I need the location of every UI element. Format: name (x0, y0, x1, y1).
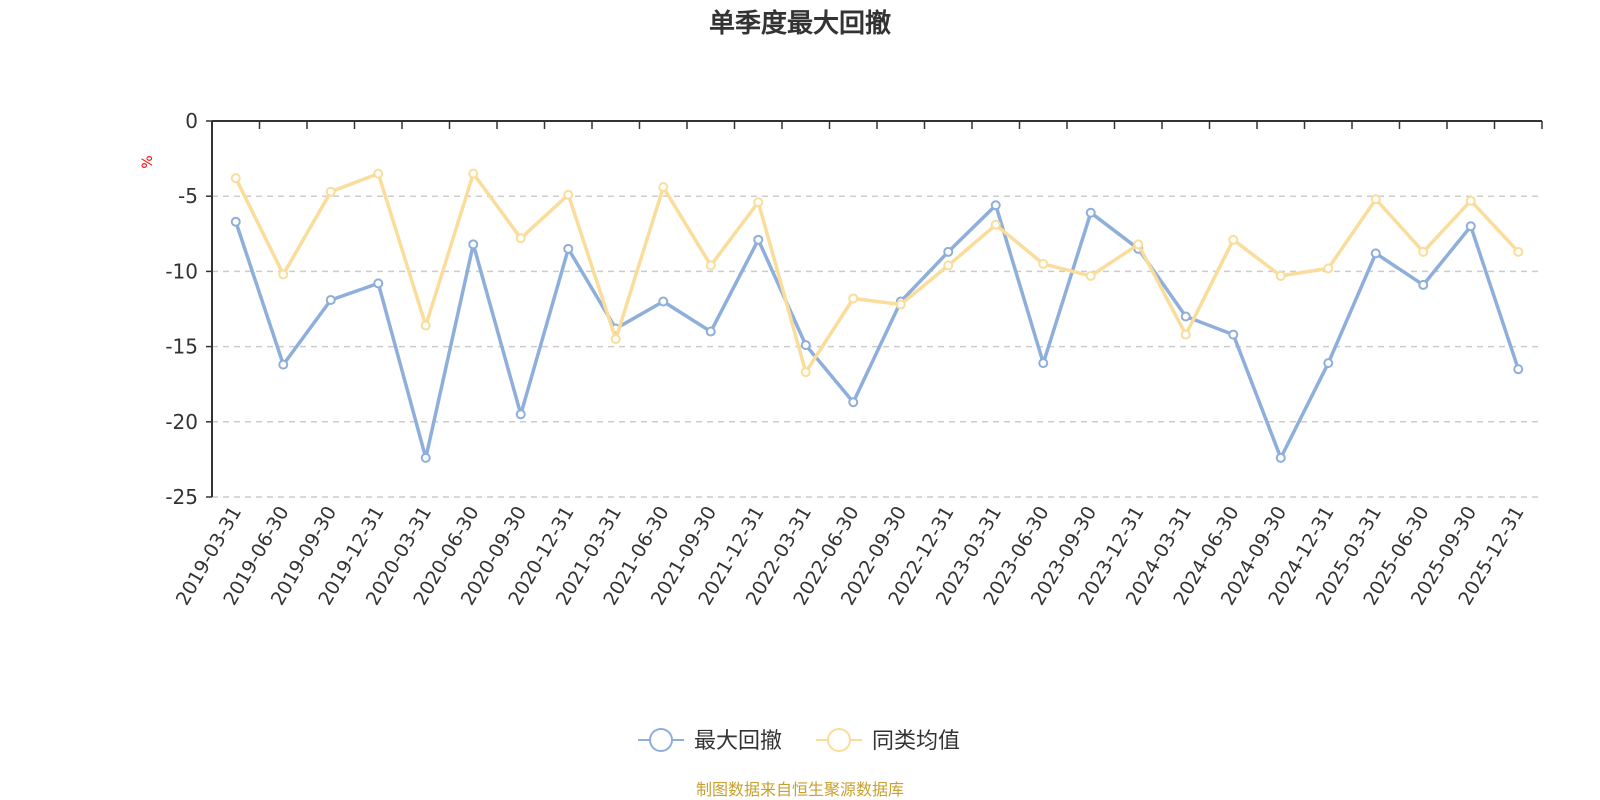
data-point[interactable] (325, 294, 336, 305)
data-point[interactable] (848, 397, 859, 408)
data-point[interactable] (1465, 221, 1476, 232)
data-point[interactable] (943, 246, 954, 257)
y-tick-label: -5 (178, 184, 198, 208)
data-point[interactable] (563, 243, 574, 254)
data-point[interactable] (658, 296, 669, 307)
data-point[interactable] (990, 219, 1001, 230)
legend-item-0[interactable]: 最大回撤 (638, 728, 782, 754)
data-point[interactable] (1513, 246, 1524, 257)
data-point[interactable] (1465, 195, 1476, 206)
data-point[interactable] (230, 173, 241, 184)
data-point[interactable] (1275, 452, 1286, 463)
legend-label: 最大回撤 (694, 729, 782, 754)
data-point[interactable] (325, 186, 336, 197)
grid-lines (212, 195, 1542, 498)
axes (206, 120, 1543, 498)
series-1 (230, 168, 1524, 378)
data-point[interactable] (1038, 358, 1049, 369)
series-layer (230, 168, 1524, 463)
data-point[interactable] (1323, 358, 1334, 369)
series-0 (230, 200, 1524, 463)
data-point[interactable] (515, 233, 526, 244)
data-point[interactable] (753, 197, 764, 208)
legend-item-1[interactable]: 同类均值 (816, 728, 960, 754)
data-point[interactable] (800, 340, 811, 351)
data-point[interactable] (1085, 207, 1096, 218)
chart-title: 单季度最大回撤 (709, 8, 891, 39)
data-point[interactable] (895, 299, 906, 310)
data-point[interactable] (1038, 258, 1049, 269)
data-point[interactable] (705, 260, 716, 271)
y-tick-labels: 0 -5 -10 -15 -20 -25 (165, 109, 198, 509)
data-point[interactable] (1370, 248, 1381, 259)
data-point[interactable] (468, 239, 479, 250)
data-point[interactable] (373, 168, 384, 179)
data-point[interactable] (1323, 263, 1334, 274)
legend-label: 同类均值 (872, 729, 960, 754)
y-tick-label: 0 (185, 109, 198, 133)
data-point[interactable] (278, 359, 289, 370)
data-point[interactable] (1228, 329, 1239, 340)
data-point[interactable] (230, 216, 241, 227)
data-point[interactable] (848, 293, 859, 304)
data-point[interactable] (420, 320, 431, 331)
data-point[interactable] (658, 182, 669, 193)
data-point[interactable] (1085, 270, 1096, 281)
legend-marker-icon (827, 728, 851, 752)
legend[interactable]: 最大回撤 同类均值 (638, 728, 960, 754)
data-point[interactable] (278, 269, 289, 280)
data-point[interactable] (1370, 194, 1381, 205)
data-point[interactable] (753, 234, 764, 245)
data-point[interactable] (373, 278, 384, 289)
data-point[interactable] (1228, 234, 1239, 245)
y-axis-unit: % (140, 155, 156, 168)
data-point[interactable] (515, 409, 526, 420)
data-point[interactable] (990, 200, 1001, 211)
data-point[interactable] (610, 334, 621, 345)
y-tick-label: -25 (165, 485, 198, 509)
data-point[interactable] (420, 452, 431, 463)
data-point[interactable] (1275, 270, 1286, 281)
data-point[interactable] (468, 168, 479, 179)
y-tick-label: -20 (165, 410, 198, 434)
data-source-note: 制图数据来自恒生聚源数据库 (696, 780, 904, 799)
x-tick-labels: 2019-03-312019-06-302019-09-302019-12-31… (172, 503, 1529, 610)
data-point[interactable] (1133, 239, 1144, 250)
data-point[interactable] (800, 367, 811, 378)
data-point[interactable] (1180, 311, 1191, 322)
data-point[interactable] (705, 326, 716, 337)
y-tick-label: -15 (165, 335, 198, 359)
series-line (234, 203, 1520, 460)
data-point[interactable] (1418, 279, 1429, 290)
legend-marker-icon (649, 728, 673, 752)
data-point[interactable] (943, 260, 954, 271)
data-point[interactable] (563, 189, 574, 200)
data-point[interactable] (1180, 329, 1191, 340)
data-point[interactable] (1418, 246, 1429, 257)
data-point[interactable] (1513, 364, 1524, 375)
series-line (234, 171, 1520, 374)
y-tick-label: -10 (165, 259, 198, 283)
